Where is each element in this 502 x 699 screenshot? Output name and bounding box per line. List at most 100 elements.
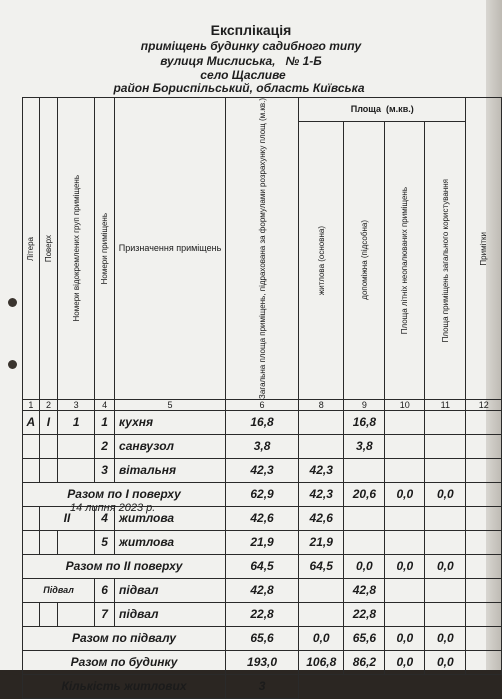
cell-room-name: житлова — [114, 505, 227, 531]
cell-room-num: 5 — [94, 529, 116, 555]
total-common: 0,0 — [424, 481, 467, 507]
punch-hole — [8, 360, 17, 369]
district-line: район Бориспільський, область Київська — [113, 81, 365, 95]
col-num: 10 — [384, 398, 426, 411]
cell-living — [298, 601, 345, 627]
total-label: Разом по підвалу — [21, 625, 227, 651]
total-row-floor2: Разом по ІІ поверху 64,5 64,5 0,0 0,0 0,… — [21, 553, 502, 579]
table-row: ІІ 4 житлова 42,6 42,6 — [22, 505, 502, 531]
cell-room-name: санвузол — [114, 433, 227, 459]
cell-room-name: вітальня — [114, 457, 227, 483]
col-header-total: Загальна площа приміщень, підрахована за… — [225, 97, 300, 400]
total-aux: 86,2 — [343, 649, 386, 675]
total-value: 62,9 — [225, 481, 300, 507]
total-row-basement: Разом по підвалу 65,6 0,0 65,6 0,0 0,0 — [21, 625, 502, 651]
cell-aux: 42,8 — [343, 577, 386, 603]
street-line: вулиця Мислиська, № 1-Б — [160, 54, 322, 68]
total-label: Разом по ІІ поверху — [21, 553, 227, 579]
col-header-purpose: Призначення приміщень — [114, 97, 227, 400]
cell-total: 21,9 — [225, 529, 300, 555]
total-aux: 65,6 — [343, 625, 386, 651]
doc-title: Експлікація — [210, 22, 292, 38]
cell-room-num: 6 — [94, 577, 116, 603]
village-line: село Щасливе — [200, 68, 286, 82]
col-num: 3 — [57, 398, 96, 411]
total-value: 3 — [225, 673, 300, 699]
cell-aux — [343, 457, 386, 483]
cell-aux — [343, 529, 386, 555]
cell-room-num: 2 — [94, 433, 116, 459]
total-value: 65,6 — [225, 625, 300, 651]
total-common: 0,0 — [424, 625, 467, 651]
cell-aux — [343, 505, 386, 531]
cell-total: 42,3 — [225, 457, 300, 483]
col-header-aux: допоміжна (підсобна) — [343, 120, 386, 400]
cell-living: 21,9 — [298, 529, 345, 555]
col-header-room-num: Номери приміщень — [94, 97, 116, 400]
cell-room-num: 7 — [94, 601, 116, 627]
cell-room-name: житлова — [114, 529, 227, 555]
total-label: Кількість житлових — [21, 673, 227, 699]
col-num: 6 — [225, 398, 300, 411]
table-row: А І 1 1 кухня 16,8 16,8 — [22, 409, 502, 435]
column-numbers-row: 1 2 3 4 5 6 8 9 10 11 12 — [22, 398, 502, 411]
col-header-living: житлова (основна) — [298, 120, 345, 400]
cell-living — [298, 577, 345, 603]
col-num: 5 — [114, 398, 227, 411]
total-aux: 20,6 — [343, 481, 386, 507]
total-row-floor1: Разом по І поверху 62,9 42,3 20,6 0,0 0,… — [21, 481, 502, 507]
doc-subtitle: приміщень будинку садибного типу — [140, 39, 362, 53]
col-num: 4 — [94, 398, 116, 411]
cell-living — [298, 409, 345, 435]
col-header-letter: Літера — [22, 97, 40, 400]
total-value: 193,0 — [225, 649, 300, 675]
col-num: 2 — [38, 398, 59, 411]
cell-room-name: підвал — [114, 601, 227, 627]
cell-total: 42,6 — [225, 505, 300, 531]
col-num: 11 — [424, 398, 467, 411]
total-living: 42,3 — [298, 481, 345, 507]
total-common: 0,0 — [424, 649, 467, 675]
cell-aux: 22,8 — [343, 601, 386, 627]
col-header-notes: Примітки — [465, 97, 502, 400]
total-label: Разом по І поверху — [21, 481, 227, 507]
col-header-summer: Площа літніх неопалюваних приміщень — [384, 120, 426, 400]
cell-floor: І — [38, 409, 59, 435]
cell-living — [298, 433, 345, 459]
total-living: 64,5 — [298, 553, 345, 579]
cell-room-num: 1 — [94, 409, 116, 435]
col-header-group: Номери відокремлених груп приміщень — [57, 97, 96, 400]
table-row: Підвал 6 підвал 42,8 42,8 — [21, 577, 502, 603]
total-common: 0,0 — [424, 553, 467, 579]
total-row-rooms: Кількість житлових 3 — [21, 673, 502, 699]
cell-aux: 16,8 — [343, 409, 386, 435]
total-summer: 0,0 — [384, 625, 426, 651]
total-value: 64,5 — [225, 553, 300, 579]
cell-group: 1 — [57, 409, 96, 435]
col-num: 8 — [298, 398, 345, 411]
cell-letter: А — [22, 409, 40, 435]
col-num: 9 — [343, 398, 386, 411]
col-num: 1 — [22, 398, 40, 411]
total-summer: 0,0 — [384, 649, 426, 675]
cell-room-name: кухня — [114, 409, 227, 435]
total-row-building: Разом по будинку 193,0 106,8 86,2 0,0 0,… — [21, 649, 502, 675]
document-date: 14 липня 2023 р. — [70, 502, 156, 514]
explication-table: Літера Поверх Номери відокремлених груп … — [21, 97, 502, 699]
cell-room-num: 3 — [94, 457, 116, 483]
cell-living: 42,3 — [298, 457, 345, 483]
total-living: 106,8 — [298, 649, 345, 675]
cell-room-name: підвал — [114, 577, 227, 603]
cell-aux: 3,8 — [343, 433, 386, 459]
cell-living: 42,6 — [298, 505, 345, 531]
total-aux: 0,0 — [343, 553, 386, 579]
punch-hole — [8, 298, 17, 307]
total-living: 0,0 — [298, 625, 345, 651]
cell-total: 16,8 — [225, 409, 300, 435]
col-header-floor: Поверх — [38, 97, 59, 400]
cell-total: 42,8 — [225, 577, 300, 603]
col-header-area: Площа (м.кв.) — [298, 97, 467, 122]
table-row: 7 підвал 22,8 22,8 — [22, 601, 502, 627]
table-row: 3 вітальня 42,3 42,3 — [22, 457, 502, 483]
col-num: 12 — [465, 398, 502, 411]
